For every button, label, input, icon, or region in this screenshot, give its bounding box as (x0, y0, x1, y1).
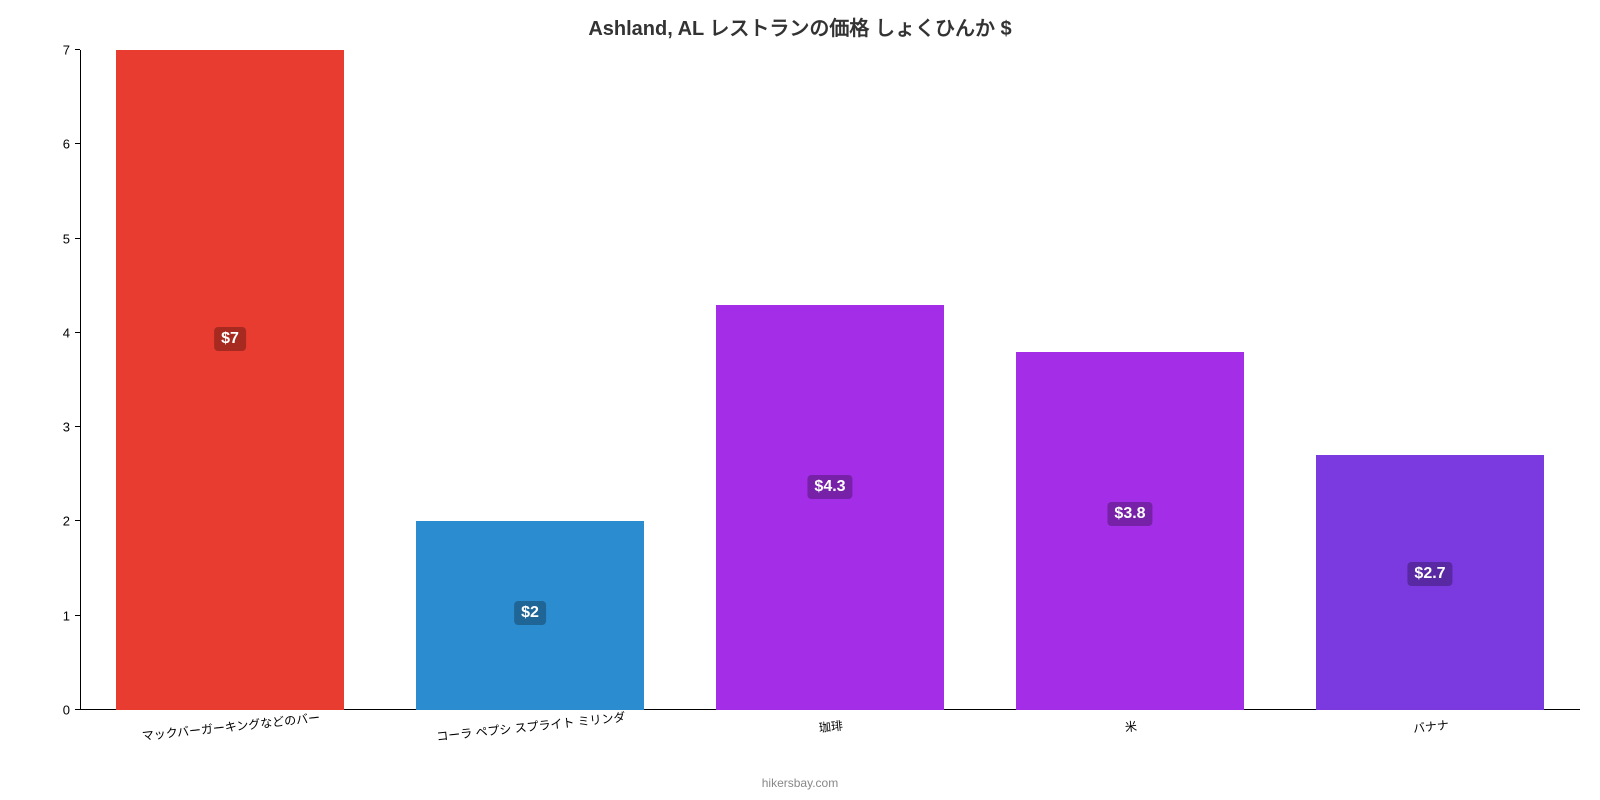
y-tick-mark (75, 615, 80, 616)
x-tick-label: コーラ ペプシ スプライト ミリンダ (436, 708, 627, 745)
bar: $7 (116, 50, 344, 710)
y-tick-mark (75, 332, 80, 333)
credit-text: hikersbay.com (0, 776, 1600, 790)
bar-value-label: $2.7 (1407, 562, 1452, 586)
bar-value-label: $3.8 (1107, 502, 1152, 526)
plot-area: 01234567 $7$2$4.3$3.8$2.7 マックバーガーキングなどのバ… (80, 50, 1580, 710)
y-tick-label: 3 (63, 420, 70, 435)
chart-container: Ashland, AL レストランの価格 しょくひんか $ 0 1 2 3 4 5 6 7 $… (0, 0, 1600, 800)
y-tick-mark (75, 426, 80, 427)
bar-value-label: $4.3 (807, 475, 852, 499)
y-tick-label: 6 (63, 137, 70, 152)
y-axis-line (80, 50, 81, 710)
x-tick-label: 珈琲 (818, 717, 844, 736)
bar: $4.3 (716, 305, 944, 710)
x-tick-label: マックバーガーキングなどのバー (141, 709, 321, 745)
y-tick-label: 1 (63, 608, 70, 623)
y-tick-label: 4 (63, 325, 70, 340)
y-tick-mark (75, 238, 80, 239)
bar: $2.7 (1316, 455, 1544, 710)
y-tick-label: 2 (63, 514, 70, 529)
x-tick-label: 米 (1124, 717, 1138, 735)
y-tick-mark (75, 709, 80, 710)
bar-value-label: $7 (214, 327, 246, 351)
y-tick-mark (75, 143, 80, 144)
bar: $2 (416, 521, 644, 710)
y-tick-mark (75, 520, 80, 521)
bar: $3.8 (1016, 352, 1244, 710)
y-tick-label: 0 (63, 703, 70, 718)
y-tick-label: 7 (63, 43, 70, 58)
bar-value-label: $2 (514, 601, 546, 625)
chart-title: Ashland, AL レストランの価格 しょくひんか $ (0, 12, 1600, 41)
y-tick-mark (75, 49, 80, 50)
y-tick-label: 5 (63, 231, 70, 246)
x-tick-label: バナナ (1412, 716, 1450, 737)
